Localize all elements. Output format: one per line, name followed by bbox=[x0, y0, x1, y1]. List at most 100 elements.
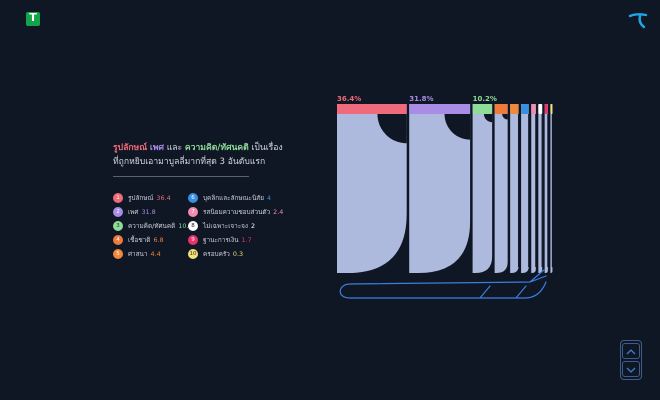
bar-body-3 bbox=[472, 104, 493, 273]
heading-text: เป็นเรื่อง bbox=[251, 143, 283, 153]
bar-notch-6 bbox=[528, 114, 529, 267]
body-outline-path bbox=[339, 269, 547, 299]
body-outline-icon bbox=[339, 269, 547, 299]
bar-cap-6 bbox=[521, 104, 529, 114]
bar-chart: 36.4% 31.8% 10.2% bbox=[337, 95, 553, 299]
heading-highlight-attitude: ความคิด/ทัศนคติ bbox=[184, 143, 249, 153]
bar-notch-7 bbox=[535, 114, 537, 267]
legend-value-1: 36.4 bbox=[156, 194, 171, 202]
bar-notch-2 bbox=[444, 114, 471, 140]
legend-value-4: 6.8 bbox=[153, 236, 164, 244]
bar-cap-1 bbox=[337, 104, 407, 114]
legend-label-1: รูปลักษณ์ bbox=[128, 194, 154, 202]
bar-cap-4 bbox=[494, 104, 508, 114]
legend-dot-1: 1 bbox=[113, 193, 123, 203]
legend-item-10: 10 ครอบครัว 0.3 bbox=[188, 248, 243, 260]
legend-dot-7: 7 bbox=[188, 207, 198, 217]
legend-dot-3: 3 bbox=[113, 221, 123, 231]
legend-dot-8: 8 bbox=[188, 221, 198, 231]
legend-label-10: ครอบครัว bbox=[203, 250, 230, 258]
legend-dot-9: 9 bbox=[188, 235, 198, 245]
brand-logo-text: T bbox=[29, 11, 37, 24]
legend-label-7: รสนิยมความชอบส่วนตัว bbox=[203, 208, 271, 216]
legend-label-9: ฐานะการเงิน bbox=[203, 236, 239, 244]
legend-item-1: 1 รูปลักษณ์ 36.4 bbox=[113, 192, 171, 204]
legend-item-6: 6 บุคลิกและลักษณะนิสัย 4 bbox=[188, 192, 271, 204]
bar-label-2: 31.8% bbox=[409, 95, 433, 103]
bar-cap-7 bbox=[531, 104, 536, 114]
bar-label-1: 36.4% bbox=[337, 95, 361, 103]
bar-label-3: 10.2% bbox=[473, 95, 497, 103]
bar-2: 31.8% bbox=[409, 95, 471, 273]
legend-item-7: 7 รสนิยมความชอบส่วนตัว 2.4 bbox=[188, 206, 283, 218]
legend-item-3: 3 ความคิด/ทัศนคติ 10.2 bbox=[113, 220, 193, 232]
bar-1: 36.4% bbox=[337, 95, 407, 273]
partner-logo-icon bbox=[628, 13, 648, 29]
legend-value-3: 10.2 bbox=[178, 222, 193, 230]
legend-item-5: 5 ศาสนา 4.4 bbox=[113, 248, 161, 260]
heading-line-2: ที่ถูกหยิบเอามาบูลลี่มากที่สุด 3 อันดับแ… bbox=[113, 157, 266, 167]
legend-item-4: 4 เชื้อชาติ 6.8 bbox=[113, 234, 164, 246]
nav-down-button[interactable] bbox=[622, 361, 640, 377]
bar-cap-3 bbox=[472, 104, 493, 114]
legend-value-9: 1.7 bbox=[241, 236, 252, 244]
bar-body-6 bbox=[521, 104, 529, 273]
bar-notch-5 bbox=[517, 114, 519, 267]
legend-value-2: 31.8 bbox=[141, 208, 156, 216]
bar-6 bbox=[521, 104, 529, 273]
slide-navigation bbox=[620, 340, 642, 380]
legend-value-5: 4.4 bbox=[150, 250, 161, 258]
chart-bars: 36.4% 31.8% 10.2% bbox=[337, 95, 553, 273]
legend-value-6: 4 bbox=[266, 194, 272, 202]
bar-notch-10 bbox=[551, 114, 553, 267]
legend-value-8: 2 bbox=[251, 222, 256, 230]
heading-divider bbox=[113, 176, 249, 177]
chevron-up-icon bbox=[626, 349, 636, 355]
chart-heading: รูปลักษณ์ เพศ และ ความคิด/ทัศนคติ เป็นเร… bbox=[113, 141, 283, 169]
bar-8 bbox=[538, 104, 543, 273]
legend-label-5: ศาสนา bbox=[128, 250, 148, 258]
legend-value-7: 2.4 bbox=[273, 208, 284, 216]
legend-label-2: เพศ bbox=[128, 208, 139, 216]
legend-label-8: ไม่เฉพาะเจาะจง bbox=[203, 222, 249, 230]
legend-dot-4: 4 bbox=[113, 235, 123, 245]
bar-5 bbox=[510, 104, 519, 273]
heading-highlight-appearance: รูปลักษณ์ bbox=[113, 143, 148, 153]
bar-notch-3 bbox=[483, 114, 493, 123]
legend-value-10: 0.3 bbox=[232, 250, 244, 258]
legend-dot-10: 10 bbox=[188, 249, 198, 259]
bar-4 bbox=[494, 104, 508, 273]
legend-dot-2: 2 bbox=[113, 207, 123, 217]
bar-body-7 bbox=[531, 104, 536, 273]
heading-conjunction: และ bbox=[166, 143, 183, 153]
bar-9 bbox=[544, 104, 549, 273]
legend-label-4: เชื้อชาติ bbox=[128, 236, 151, 244]
legend-item-8: 8 ไม่เฉพาะเจาะจง 2 bbox=[188, 220, 255, 232]
heading-highlight-gender: เพศ bbox=[149, 143, 164, 153]
bar-cap-9 bbox=[544, 104, 548, 114]
nav-up-button[interactable] bbox=[622, 343, 640, 359]
bar-cap-2 bbox=[409, 104, 471, 114]
bar-cap-8 bbox=[538, 104, 543, 114]
bar-notch-4 bbox=[502, 114, 508, 120]
brand-logo: T bbox=[26, 11, 40, 26]
bar-body-9 bbox=[544, 104, 548, 273]
bar-body-2 bbox=[409, 104, 471, 273]
bar-notch-9 bbox=[547, 114, 549, 267]
bar-notch-8 bbox=[541, 114, 543, 267]
bar-body-4 bbox=[494, 104, 508, 273]
legend-item-2: 2 เพศ 31.8 bbox=[113, 206, 156, 218]
bar-10 bbox=[550, 104, 553, 273]
legend-dot-5: 5 bbox=[113, 249, 123, 259]
legend-label-6: บุคลิกและลักษณะนิสัย bbox=[203, 194, 264, 202]
bar-7 bbox=[531, 104, 537, 273]
bar-3: 10.2% bbox=[472, 95, 497, 273]
chevron-down-icon bbox=[626, 367, 636, 373]
bar-body-5 bbox=[510, 104, 519, 273]
legend-item-9: 9 ฐานะการเงิน 1.7 bbox=[188, 234, 252, 246]
bar-cap-10 bbox=[550, 104, 553, 114]
bar-cap-5 bbox=[510, 104, 519, 114]
legend-label-3: ความคิด/ทัศนคติ bbox=[128, 222, 176, 230]
legend-dot-6: 6 bbox=[188, 193, 198, 203]
bar-notch-1 bbox=[377, 114, 407, 144]
